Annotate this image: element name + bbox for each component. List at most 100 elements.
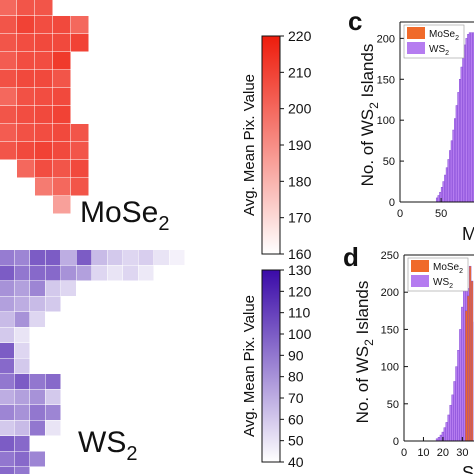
legend-swatch <box>411 260 429 272</box>
heatmap-cell <box>45 436 61 451</box>
x-axis-label: S <box>462 463 474 474</box>
histogram-bar <box>449 405 452 442</box>
histogram-bar <box>465 310 468 442</box>
colorbar-tick-label: 40 <box>288 454 304 470</box>
heatmap-cell <box>30 374 45 389</box>
heatmap-cell <box>0 52 17 70</box>
heatmap-cell <box>45 250 61 265</box>
legend-label: MoSe2 <box>433 262 463 275</box>
heatmap-cell <box>123 265 138 281</box>
heatmap-cell <box>0 451 14 467</box>
heatmap-cell <box>14 420 30 436</box>
mose2-colorbar <box>261 35 281 255</box>
heatmap-cell <box>14 312 30 327</box>
x-axis-label: M <box>462 224 474 244</box>
histogram-bar <box>449 150 452 203</box>
heatmap-cell <box>71 34 89 52</box>
heatmap-cell <box>61 265 76 281</box>
y-tick-label: 200 <box>381 287 399 299</box>
y-tick-label: 0 <box>389 197 395 209</box>
heatmap-cell <box>53 34 71 52</box>
heatmap-cell <box>53 16 71 34</box>
heatmap-cell <box>35 34 53 52</box>
colorbar-tick-label: 50 <box>288 433 304 449</box>
heatmap-cell <box>61 281 76 296</box>
heatmap-cell <box>53 70 71 88</box>
heatmap-cell <box>35 52 53 70</box>
histogram-bar <box>459 329 462 442</box>
heatmap-cell <box>0 327 14 343</box>
heatmap-cell <box>0 250 14 265</box>
heatmap-cell <box>45 405 61 420</box>
legend-label: WS2 <box>429 44 449 57</box>
legend-swatch <box>407 42 425 54</box>
heatmap-cell <box>71 160 89 178</box>
panel-d-letter: d <box>343 242 359 272</box>
histogram-bar <box>457 92 460 203</box>
heatmap-cell <box>30 265 45 281</box>
histogram-bar <box>451 394 454 442</box>
heatmap-cell <box>0 0 17 16</box>
ws2-colorbar-ticks: 40 50 60 70 80 90 100 110 120 130 <box>280 262 312 470</box>
heatmap-cell <box>17 160 35 178</box>
y-tick-label: 100 <box>377 115 395 127</box>
y-tick-label: 150 <box>377 74 395 86</box>
legend-swatch <box>411 275 429 287</box>
heatmap-cell <box>107 265 123 281</box>
heatmap-cell <box>14 327 30 343</box>
histogram-bar <box>468 265 472 442</box>
heatmap-cell <box>17 34 35 52</box>
histogram-bar <box>447 159 450 203</box>
ws2-heatmap <box>0 250 185 474</box>
histogram-bar <box>450 140 453 203</box>
heatmap-cell <box>0 405 14 420</box>
heatmap-cell <box>45 389 61 405</box>
heatmap-cell <box>92 250 107 265</box>
panel-c-histogram: 0 50 100 150 200 0 50 M MoSe2 WS2 <box>377 21 474 244</box>
heatmap-cell <box>154 250 169 265</box>
heatmap-cell <box>35 142 53 160</box>
colorbar-tick-label: 110 <box>288 305 311 321</box>
heatmap-cell <box>0 142 17 160</box>
mose2-label: MoSe2 <box>80 196 170 235</box>
heatmap-cell <box>30 420 45 436</box>
histogram-bar <box>453 381 456 442</box>
heatmap-cell <box>0 358 14 374</box>
histogram-bar <box>459 79 462 203</box>
heatmap-cell <box>76 265 92 281</box>
histogram-bar <box>439 434 443 442</box>
heatmap-cell <box>45 265 61 281</box>
heatmap-cell <box>14 405 30 420</box>
histogram-bar <box>455 105 458 203</box>
histogram-bar <box>465 38 468 203</box>
colorbar-tick-label: 100 <box>288 326 312 342</box>
heatmap-cell <box>30 405 45 420</box>
heatmap-cell <box>53 196 71 214</box>
histogram-bar <box>454 118 457 203</box>
colorbar-tick-label: 220 <box>288 28 312 44</box>
y-tick-label: 0 <box>393 436 399 448</box>
heatmap-cell <box>45 281 61 296</box>
heatmap-cell <box>123 250 138 265</box>
colorbar-tick-label: 180 <box>288 173 312 189</box>
histogram-bar <box>445 167 448 203</box>
heatmap-cell <box>169 250 185 265</box>
colorbar-tick-label: 130 <box>288 262 312 278</box>
heatmap-cell <box>0 106 17 124</box>
histogram-bar <box>460 66 463 203</box>
histogram-bar <box>443 427 447 442</box>
heatmap-cell <box>45 296 61 312</box>
heatmap-cell <box>0 281 14 296</box>
heatmap-cell <box>53 52 71 70</box>
heatmap-cell <box>0 70 17 88</box>
legend-label: WS2 <box>433 277 453 290</box>
heatmap-cell <box>14 451 30 467</box>
heatmap-cell <box>0 34 17 52</box>
heatmap-cell <box>0 312 14 327</box>
histogram-bar <box>447 414 450 442</box>
heatmap-cell <box>53 106 71 124</box>
heatmap-cell <box>0 88 17 106</box>
histogram-bar <box>466 295 470 442</box>
heatmap-cell <box>17 106 35 124</box>
heatmap-cell <box>17 52 35 70</box>
